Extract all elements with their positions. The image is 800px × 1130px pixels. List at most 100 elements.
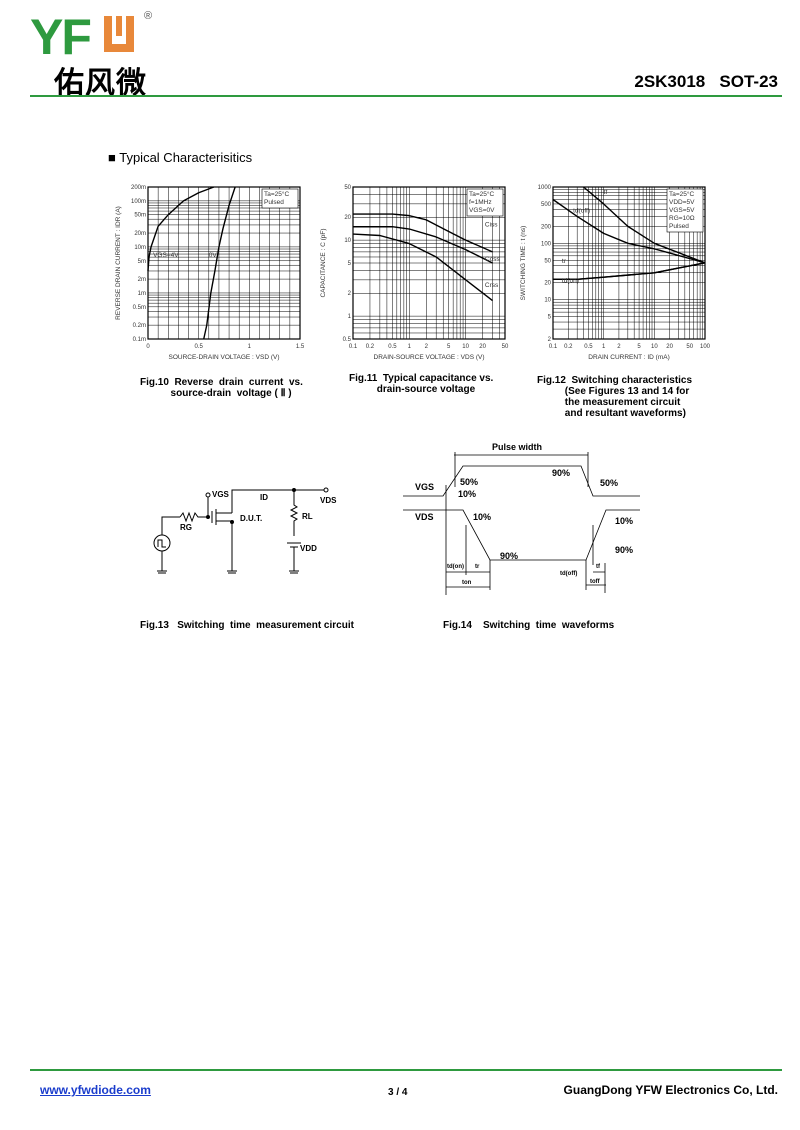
legend-text: Ta=25°C [264, 190, 289, 198]
series-label: Crss [485, 282, 499, 289]
legend-box [666, 188, 704, 233]
x-tick-label: 0.2 [564, 344, 573, 350]
legend-text: Pulsed [264, 199, 284, 206]
y-tick-label: 200 [541, 224, 552, 230]
series-label: Coss [485, 256, 501, 263]
x-tick-label: 0.5 [584, 344, 593, 350]
website-link[interactable]: www.yfwdiode.com [40, 1083, 151, 1097]
rg-label: RG [180, 523, 192, 532]
pct-label: 50% [460, 477, 478, 487]
y-tick-label: 5 [548, 315, 552, 321]
fig10-caption: Fig.10 Reverse drain current vs. source-… [140, 377, 303, 399]
series-line [353, 226, 493, 264]
series-line [352, 233, 493, 302]
vds-label: VDS [320, 496, 337, 505]
fig14-caption: Fig.14 Switching time waveforms [443, 620, 615, 631]
series-line [553, 262, 706, 280]
x-tick-label: 0.5 [388, 344, 397, 350]
footer-divider [30, 1069, 782, 1071]
y-tick-label: 10 [344, 238, 351, 244]
logo-text: YF [30, 9, 92, 65]
x-tick-label: 0.2 [366, 344, 375, 350]
dut-label: D.U.T. [240, 514, 262, 523]
legend-text: Ta=25°C [669, 190, 694, 198]
y-tick-label: 20m [134, 231, 146, 237]
x-tick-label: 1 [602, 344, 606, 350]
x-axis-label: SOURCE-DRAIN VOLTAGE : VSD (V) [169, 354, 280, 361]
chart-fig10: 0 0.5 1 1.5 200m 100m 50m 20m 10m 5m 2m 1m 0.5m 0.2m 0… [115, 185, 305, 361]
logo-mark [104, 16, 134, 52]
y-tick-label: 1000 [538, 185, 552, 191]
y-axis-label: REVERSE DRAIN CURRENT : IDR (A) [115, 206, 122, 320]
y-tick-label: 5 [348, 261, 352, 267]
pct-label: 10% [615, 516, 633, 526]
series-label: 0V [209, 252, 218, 259]
x-axis-label: DRAIN-SOURCE VOLTAGE : VDS (V) [374, 354, 485, 361]
x-tick-label: 1.5 [296, 344, 305, 350]
registered-mark: ® [144, 10, 153, 22]
x-tick-label: 20 [666, 344, 673, 350]
x-tick-label: 5 [447, 344, 451, 350]
x-tick-label: 50 [686, 344, 693, 350]
legend-text: VGS=0V [469, 207, 495, 214]
x-tick-label: 0.5 [194, 344, 203, 350]
vds-label: VDS [415, 512, 434, 522]
td-on-label: td(on) [447, 564, 464, 570]
y-axis-label: CAPACITANCE : C (pF) [320, 228, 327, 297]
tf-label: tf [596, 564, 601, 570]
x-axis-label: DRAIN CURRENT : ID (mA) [588, 354, 670, 361]
x-tick-label: 5 [637, 344, 641, 350]
vgs-label: VGS [415, 482, 434, 492]
plot-area [147, 186, 301, 340]
fig13-circuit: VGS ID VDS RG D.U.T. RL VDD [153, 487, 337, 574]
y-tick-label: 20 [344, 215, 351, 221]
series-label: tr [562, 258, 567, 265]
y-axis-label: SWITCHING TIME : t (ns) [520, 226, 527, 301]
y-tick-label: 5m [138, 259, 146, 265]
legend-text: VDD=5V [669, 199, 695, 206]
y-tick-label: 1 [348, 314, 352, 320]
x-tick-label: 50 [502, 344, 509, 350]
series-label: td(on) [562, 278, 579, 285]
legend-box [466, 188, 504, 217]
series-line [583, 186, 706, 264]
y-tick-label: 10 [544, 298, 551, 304]
legend-text: Ta=25°C [469, 190, 494, 198]
x-tick-label: 0.1 [349, 344, 358, 350]
x-tick-label: 10 [651, 344, 658, 350]
ton-label: ton [462, 580, 472, 586]
id-label: ID [260, 493, 268, 502]
series-line [552, 198, 706, 264]
legend-text: RG=10Ω [669, 215, 695, 222]
td-off-label: td(off) [560, 571, 577, 577]
y-tick-label: 100 [541, 241, 552, 247]
toff-label: toff [590, 579, 601, 585]
y-tick-label: 2m [138, 277, 146, 283]
y-tick-label: 0.1m [133, 337, 146, 343]
y-tick-label: 100m [131, 199, 146, 205]
part-number: 2SK3018 SOT-23 [634, 72, 778, 91]
x-tick-label: 1 [408, 344, 412, 350]
legend-text: Pulsed [669, 223, 689, 230]
legend-text: VGS=5V [669, 207, 695, 214]
y-tick-label: 1m [138, 291, 146, 297]
header-divider [30, 95, 782, 97]
y-tick-label: 20 [544, 281, 551, 287]
x-tick-label: 2 [425, 344, 429, 350]
pct-label: 90% [500, 551, 518, 561]
series-label: td(off) [573, 208, 590, 215]
legend-text: f=1MHz [469, 199, 492, 206]
fig12-caption: Fig.12 Switching characteristics (See Fi… [537, 375, 693, 419]
x-tick-label: 2 [617, 344, 621, 350]
page-number: 3 / 4 [388, 1087, 408, 1098]
x-tick-label: 100 [700, 344, 711, 350]
pct-label: 10% [473, 512, 491, 522]
y-tick-label: 0.2m [133, 323, 146, 329]
x-tick-label: 10 [462, 344, 469, 350]
y-tick-label: 200m [131, 185, 146, 191]
series-label: VGS=4V [153, 252, 179, 259]
y-tick-label: 2 [548, 337, 552, 343]
section-title: ■ Typical Characterisitics [108, 150, 253, 165]
vgs-label: VGS [212, 490, 230, 499]
